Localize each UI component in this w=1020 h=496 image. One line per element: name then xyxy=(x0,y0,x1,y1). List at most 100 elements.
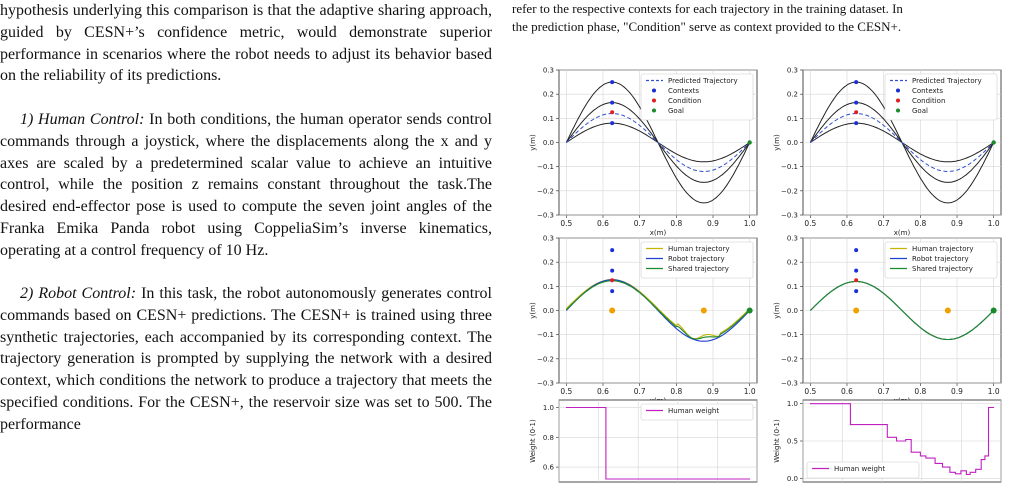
legend-label: Robot trajectory xyxy=(912,255,969,263)
legend-box xyxy=(640,403,754,421)
tick-label-y: −0.1 xyxy=(781,331,798,339)
paragraph-robot-control: 2) Robot Control: In this task, the robo… xyxy=(0,283,492,436)
tick-label-y: 0.0 xyxy=(787,139,798,147)
figure-trajectory-plots: 0.5 0.6 0.7 0.8 0.9 1.0 0.3 0.2 0.1 0.0 −0.1 −0.2 −0… xyxy=(529,67,1002,483)
tick-label-x: 0.6 xyxy=(597,219,609,228)
tick-label-x: 0.9 xyxy=(951,219,963,228)
tick-label-x: 0.7 xyxy=(878,387,890,396)
legend-label: Contexts xyxy=(668,87,699,95)
context-point xyxy=(610,100,615,105)
tick-label-y: −0.2 xyxy=(537,187,554,195)
tick-label-x: 0.9 xyxy=(951,387,963,396)
left-text-column: hypothesis underlying this comparison is… xyxy=(0,0,492,496)
tick-label-y: 0.3 xyxy=(787,67,798,75)
legend-label: Goal xyxy=(912,107,928,115)
legend-label: Human trajectory xyxy=(668,245,730,253)
caption-line-2: the prediction phase, "Condition" serve … xyxy=(512,18,902,34)
tick-label-y: 0.3 xyxy=(543,67,554,75)
figure-caption: refer to the respective contexts for eac… xyxy=(512,0,1014,35)
goal-point xyxy=(991,140,996,145)
subsection-text-human-control: In both conditions, the human operator s… xyxy=(0,111,492,259)
tick-label-y: 0.2 xyxy=(543,91,554,99)
tick-label-x: 0.6 xyxy=(841,387,853,396)
legend-box xyxy=(806,461,920,479)
tick-label-x: 0.7 xyxy=(634,219,646,228)
tick-label-y: 0.3 xyxy=(787,235,798,243)
tick-label-x: 0.6 xyxy=(597,387,609,396)
tick-label-y: 0.1 xyxy=(787,115,798,123)
context-point xyxy=(854,80,859,85)
obstacle-point xyxy=(944,307,951,314)
legend-swatch-dot xyxy=(896,88,900,93)
shared-trajectory-line xyxy=(809,280,995,341)
legend-swatch-dot xyxy=(652,98,656,103)
tick-label-y: 0.1 xyxy=(543,115,554,123)
legend-label: Human trajectory xyxy=(912,245,974,253)
context-point xyxy=(854,248,859,253)
tick-label-y: 0.2 xyxy=(787,91,798,99)
legend-label: Contexts xyxy=(912,87,943,95)
tick-label-x: 0.8 xyxy=(670,219,682,228)
legend-swatch-dot xyxy=(896,98,900,103)
y-axis-label: Weight (0-1) xyxy=(529,419,537,463)
context-point xyxy=(854,268,859,273)
legend-label: Predicted Trajectory xyxy=(668,77,738,85)
tick-label-x: 0.8 xyxy=(670,387,682,396)
tick-label-y: −0.1 xyxy=(537,163,554,171)
tick-label-x: 1.0 xyxy=(744,219,756,228)
tick-label-x: 1.0 xyxy=(988,387,1000,396)
tick-label-y: 1.0 xyxy=(787,400,798,408)
tick-label-y: 0.0 xyxy=(543,139,554,147)
tick-label-x: 0.6 xyxy=(841,219,853,228)
tick-label-y: −0.3 xyxy=(537,380,554,388)
tick-label-x: 1.0 xyxy=(988,219,1000,228)
y-axis-label: y(m) xyxy=(529,134,537,151)
subsection-title-robot-control: 2) Robot Control: xyxy=(20,285,137,302)
tick-label-x: 0.8 xyxy=(914,219,926,228)
condition-point xyxy=(610,110,615,115)
tick-label-y: 0.0 xyxy=(787,475,798,483)
tick-label-x: 0.9 xyxy=(707,387,719,396)
condition-point xyxy=(854,110,859,115)
legend-box xyxy=(884,73,998,121)
context-point xyxy=(854,289,859,294)
condition-point xyxy=(854,278,859,283)
tick-label-y: −0.2 xyxy=(781,187,798,195)
context-point xyxy=(610,289,615,294)
tick-label-x: 0.5 xyxy=(560,219,572,228)
tick-label-y: −0.2 xyxy=(537,355,554,363)
legend-swatch-dot xyxy=(652,108,656,113)
legend-swatch-dot xyxy=(652,88,656,93)
tick-label-x: 0.7 xyxy=(878,219,890,228)
caption-line-1: refer to the respective contexts for eac… xyxy=(512,1,903,16)
tick-label-y: 0.5 xyxy=(787,438,798,446)
y-axis-label: Weight (0-1) xyxy=(773,419,781,463)
paragraph-hypothesis: hypothesis underlying this comparison is… xyxy=(0,2,492,85)
shared-trajectory-line xyxy=(565,280,751,340)
tick-label-y: −0.1 xyxy=(537,331,554,339)
tick-label-y: 0.0 xyxy=(787,307,798,315)
tick-label-y: 1.0 xyxy=(543,404,554,412)
tick-label-y: −0.1 xyxy=(781,163,798,171)
tick-label-x: 0.5 xyxy=(804,219,816,228)
context-point xyxy=(854,100,859,105)
obstacle-point xyxy=(853,307,860,314)
y-axis-label: y(m) xyxy=(773,134,781,151)
legend-label: Human weight xyxy=(668,407,719,415)
legend-label: Condition xyxy=(912,97,945,105)
legend-label: Shared trajectory xyxy=(668,265,729,273)
legend-swatch-dot xyxy=(896,108,900,113)
tick-label-y: 0.6 xyxy=(543,464,555,472)
legend-box xyxy=(640,73,754,121)
predicted-trajectory-line xyxy=(809,113,995,172)
y-axis-label: y(m) xyxy=(529,302,537,319)
legend-label: Robot trajectory xyxy=(668,255,725,263)
legend-box xyxy=(640,241,754,279)
tick-label-x: 0.8 xyxy=(914,387,926,396)
tick-label-x: 0.5 xyxy=(804,387,816,396)
goal-point xyxy=(746,307,753,314)
tick-label-x: 0.9 xyxy=(707,219,719,228)
y-axis-label: y(m) xyxy=(773,302,781,319)
legend-label: Condition xyxy=(668,97,701,105)
tick-label-y: 0.2 xyxy=(787,259,798,267)
